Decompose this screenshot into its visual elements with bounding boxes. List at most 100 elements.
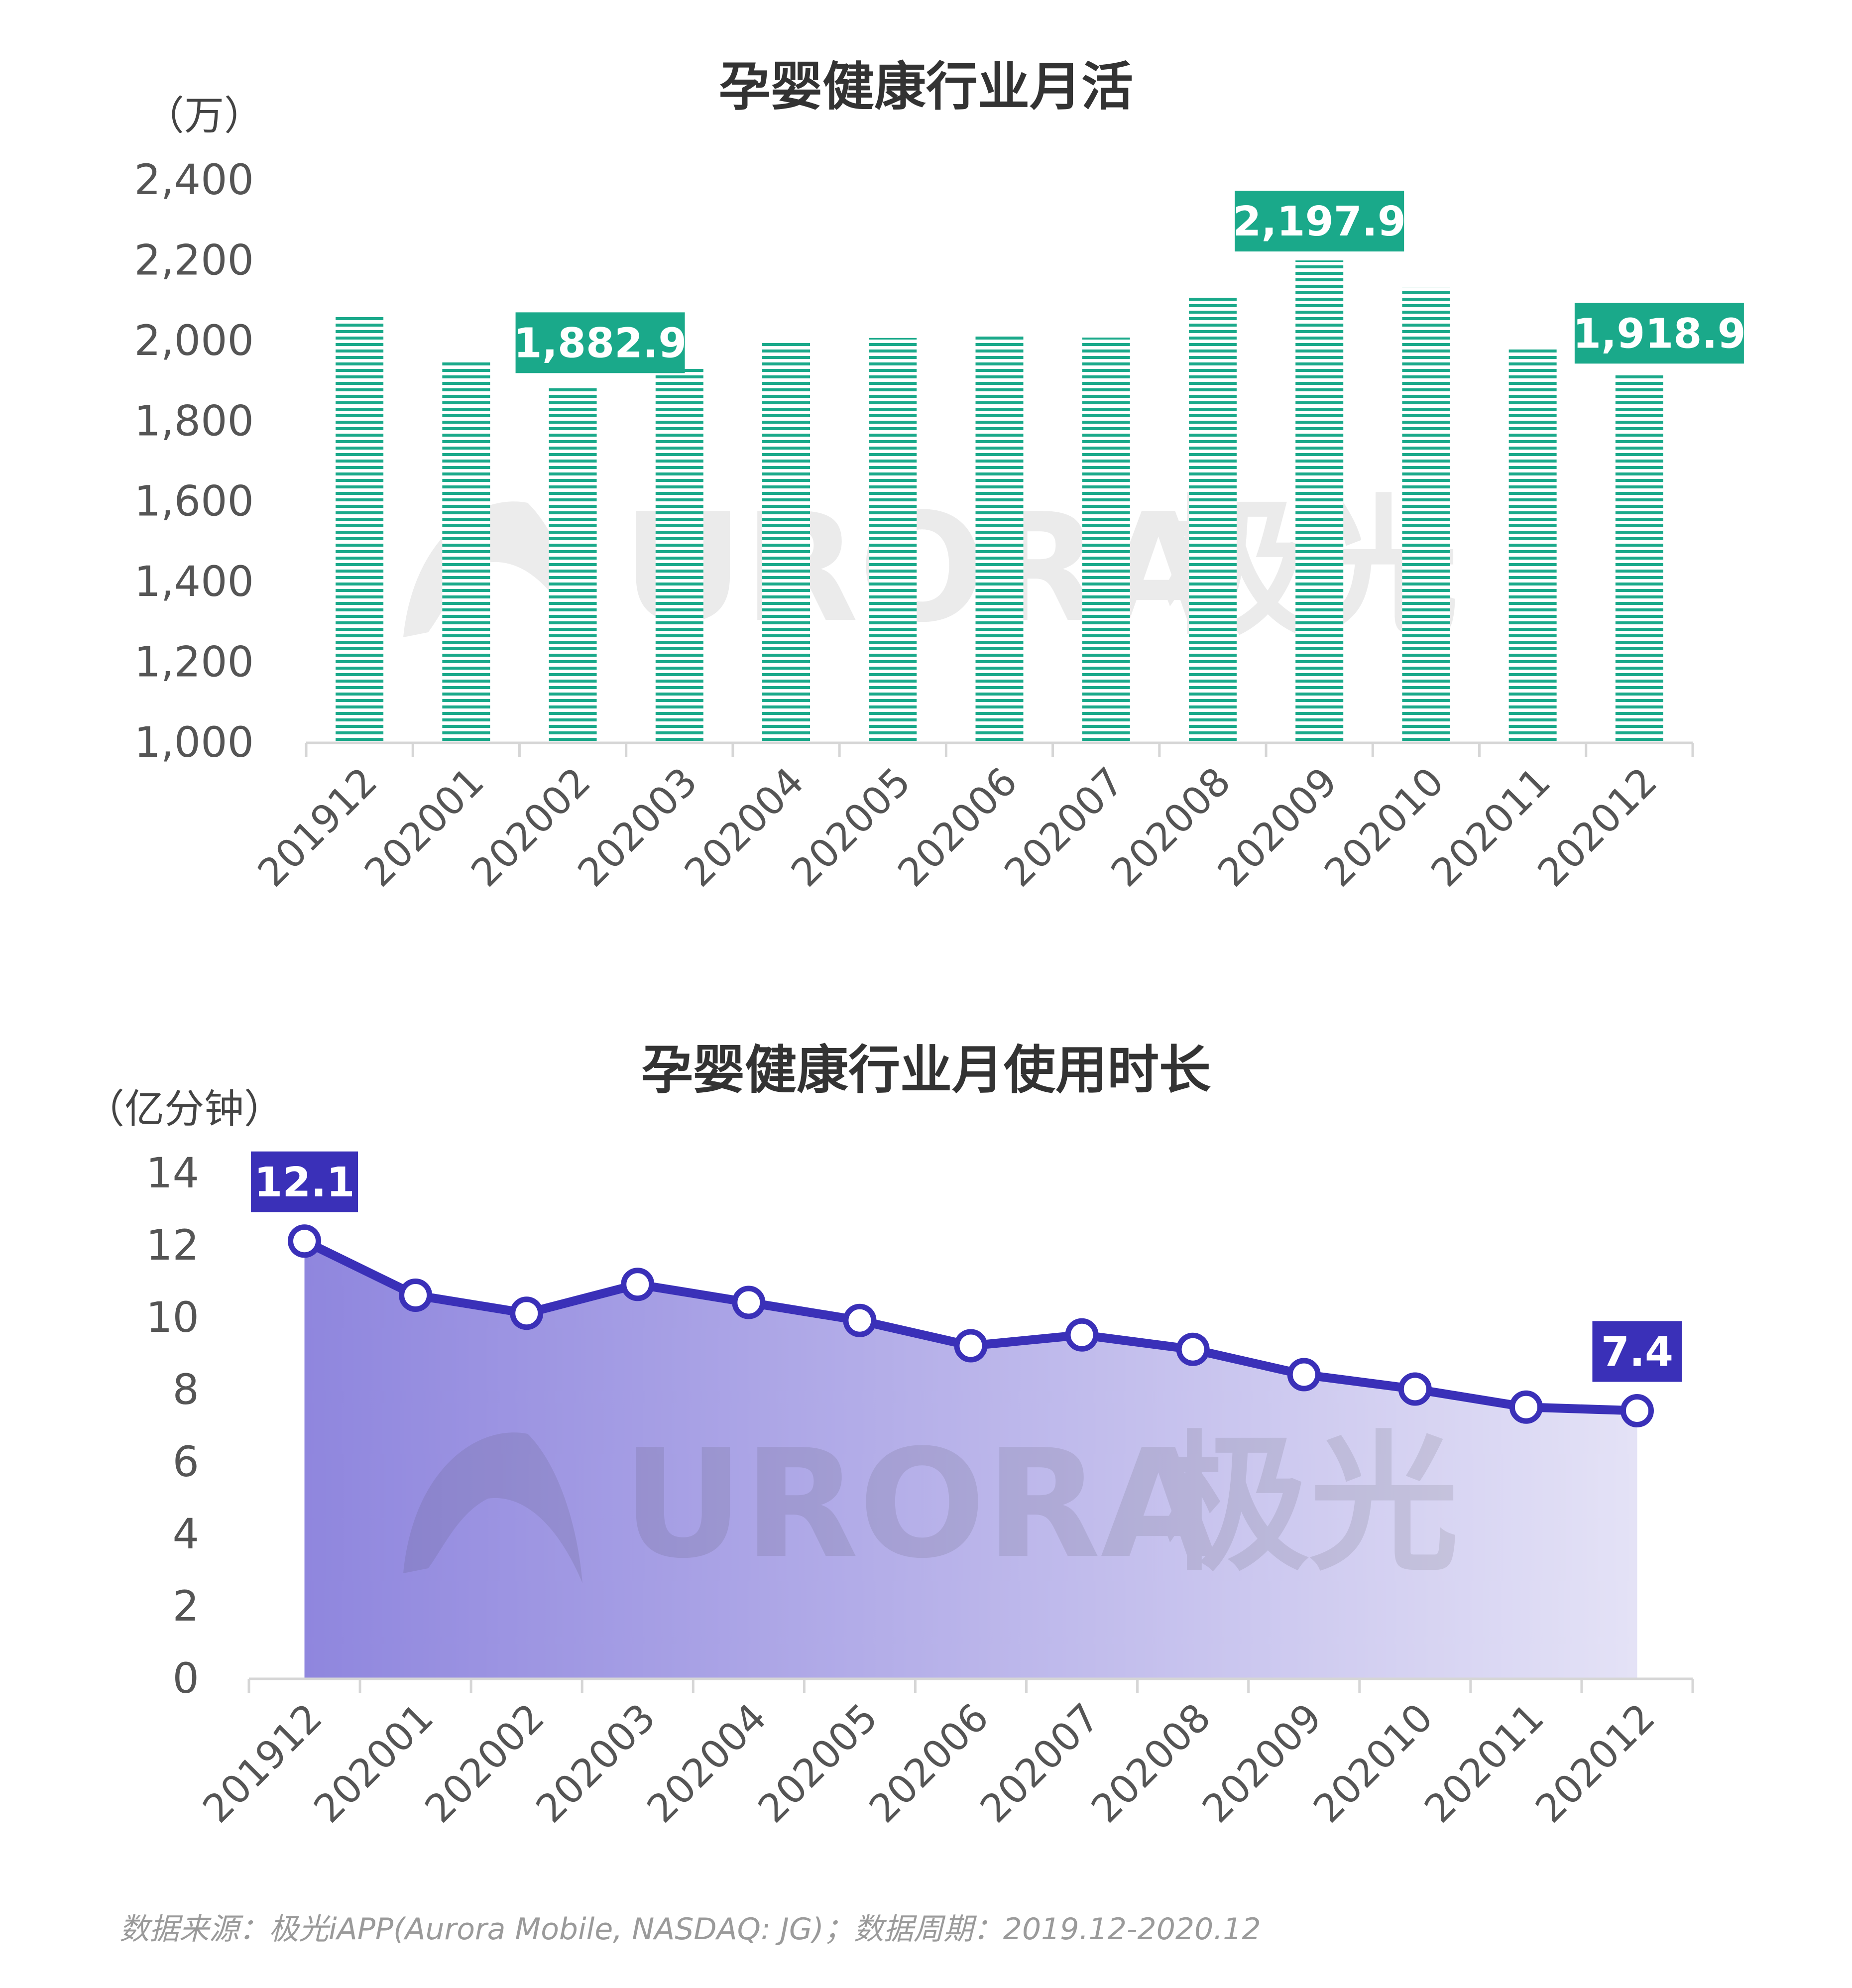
x-tick-label: 202012: [1529, 759, 1666, 896]
bar: [762, 343, 810, 742]
x-tick-label: 202010: [1305, 1695, 1442, 1832]
line-point: [399, 1279, 433, 1312]
bar: [549, 387, 597, 742]
data-label-box: [1592, 1321, 1682, 1382]
x-tick-label: 202003: [570, 759, 706, 896]
chart-title-mau: 孕婴健康行业月活: [719, 56, 1133, 117]
line-point: [1620, 1394, 1654, 1427]
line-point: [1509, 1390, 1543, 1424]
data-label-callout: 2,197.9: [1233, 191, 1406, 252]
x-tick-label: 202011: [1416, 1695, 1553, 1832]
x-tick-label: 202002: [463, 759, 599, 896]
y-tick-label: 12: [146, 1221, 199, 1270]
line-point: [1065, 1318, 1099, 1352]
bar: [336, 315, 384, 742]
y-tick-label: 1,000: [134, 718, 254, 767]
bar: [1295, 260, 1344, 742]
x-tick-label: 202008: [1103, 759, 1239, 896]
x-tick-label: 202004: [639, 1695, 775, 1832]
x-tick-label: 202009: [1194, 1695, 1330, 1832]
x-tick-label: 202001: [356, 759, 493, 896]
watermark-bottom: URORA 极光: [403, 1417, 1459, 1591]
x-axis-mau: [305, 741, 1694, 757]
bar: [655, 366, 703, 742]
data-label-box: [1574, 303, 1744, 364]
data-labels-usage: 12.1 7.4: [251, 1151, 1682, 1382]
line-point: [843, 1303, 877, 1337]
data-label: 2,197.9: [1233, 198, 1406, 245]
area-series: [304, 1241, 1637, 1678]
x-tick-label: 201912: [249, 759, 386, 896]
bar: [975, 336, 1024, 742]
data-label: 1,882.9: [514, 320, 687, 367]
data-label: 7.4: [1601, 1329, 1673, 1376]
data-label: 12.1: [254, 1159, 354, 1206]
data-label-callout: 1,882.9: [514, 312, 687, 373]
x-tick-label: 202007: [972, 1695, 1108, 1832]
x-tick-label: 202006: [890, 759, 1026, 896]
x-axis-labels-usage: 2019122020012020022020032020042020052020…: [195, 1695, 1664, 1832]
line-point: [621, 1268, 655, 1301]
y-axis-ticks-usage: 0 2 4 6 8 10 12 14: [146, 1149, 199, 1703]
bar: [869, 338, 917, 742]
data-label-callout: 7.4: [1592, 1321, 1682, 1382]
line-point: [510, 1296, 544, 1330]
data-label-box: [515, 312, 685, 373]
bar: [1615, 372, 1663, 742]
y-tick-label: 1,200: [134, 638, 254, 687]
line-point: [954, 1329, 988, 1363]
x-tick-label: 202005: [783, 759, 920, 896]
x-tick-label: 202012: [1527, 1695, 1664, 1832]
data-labels-mau: 1,882.9 2,197.9 1,918.9: [514, 191, 1746, 373]
y-unit-usage: （亿分钟）: [85, 1086, 284, 1132]
x-tick-label: 202011: [1423, 759, 1559, 896]
bar: [442, 362, 490, 742]
y-tick-label: 1,800: [134, 396, 254, 445]
area-fill: [304, 1241, 1637, 1678]
y-tick-label: 2,200: [134, 235, 254, 284]
line-point: [1398, 1372, 1432, 1406]
data-label-callout: 1,918.9: [1573, 303, 1746, 364]
aurora-logo-icon: [403, 1432, 582, 1583]
bar: [1188, 296, 1237, 742]
x-tick-label: 202006: [861, 1695, 997, 1832]
x-tick-label: 202008: [1083, 1695, 1219, 1832]
data-label-box: [251, 1151, 358, 1212]
x-tick-label: 202001: [306, 1695, 442, 1832]
x-tick-label: 202003: [528, 1695, 664, 1832]
data-label-callout: 12.1: [251, 1151, 358, 1212]
x-tick-label: 202009: [1209, 759, 1346, 896]
watermark-text-cn: 极光: [1160, 1417, 1459, 1591]
y-tick-label: 2: [173, 1582, 199, 1631]
bar: [1402, 287, 1450, 742]
line-point: [1176, 1332, 1210, 1366]
x-tick-label: 202010: [1316, 759, 1453, 896]
y-tick-label: 0: [173, 1654, 199, 1703]
x-tick-label: 202005: [750, 1695, 886, 1832]
line-point: [732, 1286, 766, 1319]
y-tick-label: 14: [146, 1149, 199, 1197]
source-footnote: 数据来源：极光iAPP(Aurora Mobile, NASDAQ: JG)；数…: [119, 1912, 1261, 1947]
y-tick-label: 2,000: [134, 316, 254, 365]
bar-series: [336, 260, 1663, 742]
x-tick-label: 202004: [676, 759, 812, 896]
y-unit-mau: （万）: [144, 93, 264, 139]
x-tick-label: 202007: [996, 759, 1133, 896]
x-axis-labels-mau: 2019122020012020022020032020042020052020…: [249, 759, 1666, 896]
x-tick-label: 202002: [417, 1695, 553, 1832]
bar: [1082, 338, 1130, 742]
y-axis-ticks-mau: 1,000 1,200 1,400 1,600 1,800 2,000 2,200 2,400: [134, 155, 254, 767]
x-axis-usage: [247, 1677, 1694, 1693]
y-tick-label: 6: [173, 1437, 199, 1486]
line-series: [288, 1224, 1654, 1427]
y-tick-label: 1,600: [134, 477, 254, 526]
data-label: 1,918.9: [1573, 310, 1746, 357]
y-tick-label: 1,400: [134, 557, 254, 606]
x-tick-label: 201912: [195, 1695, 331, 1832]
y-tick-label: 10: [146, 1293, 199, 1342]
watermark-text: URORA: [622, 1417, 1217, 1591]
bar: [1508, 347, 1557, 742]
data-label-box: [1235, 191, 1404, 252]
